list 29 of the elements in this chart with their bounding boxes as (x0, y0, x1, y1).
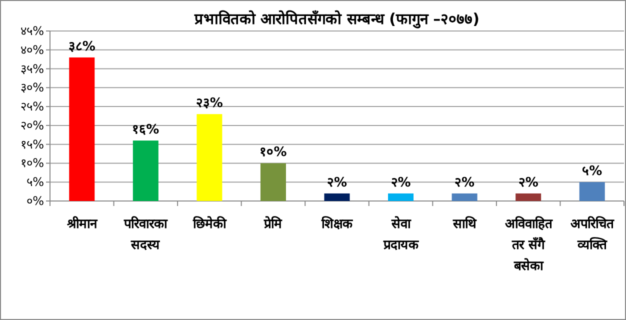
data-label: २% (518, 175, 538, 190)
x-tick-label: प्रेमि (263, 216, 284, 232)
y-tick-label: १०% (20, 156, 44, 170)
x-tick-label: अविवाहित तर सँगै बसेका (504, 216, 553, 274)
x-tick-label: श्रीमान (66, 216, 98, 232)
data-label: २% (390, 175, 411, 190)
y-tick-label: ४०% (20, 42, 44, 57)
data-label: ५% (582, 164, 602, 180)
y-tick-label: ४५% (20, 24, 44, 38)
x-tick-label: शिक्षक (320, 216, 354, 232)
y-tick-label: ०% (26, 194, 44, 208)
title: प्रभावितको आरोपितसँगको सम्बन्ध (फागुन –२०७७) (194, 10, 480, 28)
data-label: २% (454, 175, 475, 190)
y-tick-label: ३०% (20, 80, 44, 95)
y-tick-label: २५% (20, 100, 44, 114)
x-tick-label: साथि (452, 216, 478, 232)
x-tick-label: छिमेकी (192, 216, 227, 232)
x-tick-label: अपरिचित व्यक्ति (570, 216, 615, 253)
data-label: २३% (196, 96, 223, 112)
data-label: १६% (132, 122, 160, 138)
x-tick-label: परिवारका सदस्य (123, 216, 168, 253)
y-tick-label: १५% (20, 137, 44, 152)
data-label: २% (326, 175, 348, 190)
x-tick-label: सेवा प्रदायक (382, 216, 420, 253)
y-tick-label: ५% (26, 175, 44, 190)
data-label: ३८% (68, 39, 96, 54)
y-tick-label: २०% (20, 118, 44, 132)
y-tick-label: ३५% (20, 62, 44, 76)
data-label: १०% (260, 145, 287, 160)
